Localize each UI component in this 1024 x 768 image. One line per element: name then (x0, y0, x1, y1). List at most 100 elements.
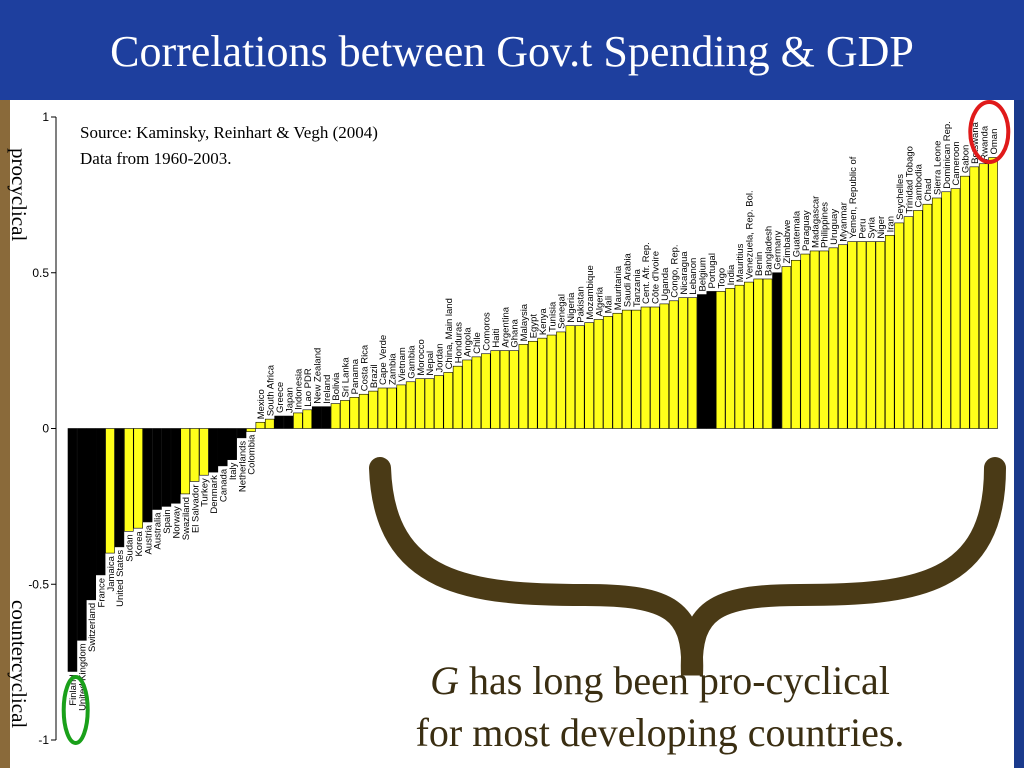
bar-19 (246, 428, 256, 432)
bar-17 (227, 428, 237, 460)
bar-45 (490, 350, 500, 429)
country-label-75: Germany (773, 230, 784, 269)
country-label-91: Chad (923, 179, 934, 202)
bar-92 (931, 197, 942, 429)
bar-55 (584, 322, 594, 429)
bar-52 (556, 331, 566, 429)
country-label-0: Finland (68, 674, 79, 705)
country-label-38: Nepal (425, 351, 436, 376)
bar-78 (800, 253, 810, 429)
bar-85 (866, 241, 876, 429)
bar-48 (518, 344, 529, 429)
country-label-17: Italy (228, 462, 239, 480)
country-label-31: Costa Rica (359, 344, 370, 391)
country-label-66: Lebanon (688, 258, 699, 295)
bar-96 (969, 166, 980, 429)
bar-89 (903, 216, 914, 429)
bar-4 (105, 428, 115, 554)
country-label-54: Pakistan (575, 286, 586, 322)
slide-title: Correlations between Gov.t Spending & GD… (110, 27, 914, 76)
source-line-1: Source: Kaminsky, Reinhart & Vegh (2004) (80, 123, 378, 142)
bar-12 (180, 428, 190, 495)
source-note: Source: Kaminsky, Reinhart & Vegh (2004)… (80, 120, 378, 172)
bar-90 (913, 210, 923, 429)
bar-72 (744, 281, 754, 429)
country-label-14: Turkey (200, 478, 211, 507)
country-label-95: Gabon (961, 145, 972, 174)
bar-36 (405, 381, 416, 429)
bar-5 (114, 428, 125, 548)
bar-95 (960, 175, 970, 429)
country-label-45: Haiti (491, 329, 502, 348)
y-tick-label-3: -0.5 (28, 577, 49, 591)
country-label-64: Congo, Rep. (669, 244, 680, 297)
country-label-61: Cent. Afr. Rep. (641, 242, 652, 304)
country-label-34: Zambia (388, 353, 399, 385)
country-label-74: Bangladesh (763, 226, 774, 276)
country-label-53: Nigeria (566, 292, 577, 323)
bar-34 (387, 387, 397, 429)
country-label-63: Uganda (660, 267, 671, 301)
bar-71 (734, 284, 745, 429)
country-label-29: Sri Lanka (341, 357, 352, 398)
country-label-27: Ireland (322, 375, 333, 404)
country-label-10: Spain (162, 509, 173, 533)
country-label-97: Rwanda (979, 125, 990, 161)
bar-74 (762, 278, 773, 429)
curly-brace (369, 457, 1006, 676)
bar-50 (537, 337, 547, 429)
bar-9 (152, 428, 162, 510)
country-label-46: Argentina (500, 306, 511, 347)
bar-84 (856, 241, 867, 429)
bar-51 (546, 334, 557, 429)
country-label-21: South Africa (265, 364, 276, 416)
bar-67 (697, 294, 707, 429)
procyclical-label: procyclical (7, 148, 31, 242)
country-label-2: Switzerland (87, 603, 98, 652)
country-label-15: Denmark (209, 475, 220, 514)
bar-76 (781, 266, 792, 429)
bar-69 (715, 291, 726, 429)
bar-93 (941, 191, 951, 429)
bar-33 (377, 387, 388, 429)
bar-46 (499, 350, 510, 429)
y-tick-label-4: -1 (38, 733, 49, 747)
country-label-86: Niger (876, 216, 887, 239)
bar-1 (77, 428, 87, 641)
bar-44 (481, 353, 491, 429)
bar-40 (443, 372, 453, 429)
conclusion-line-1: G has long been pro-cyclical (340, 655, 980, 707)
right-decor-strip (1014, 100, 1024, 768)
country-label-81: Uruguay (829, 209, 840, 245)
bar-3 (95, 428, 106, 576)
bar-70 (725, 288, 735, 429)
country-label-36: Gambia (406, 345, 417, 379)
country-label-58: Mauritania (613, 265, 624, 310)
bar-57 (603, 316, 613, 429)
country-label-52: Senegal (557, 294, 568, 329)
country-label-68: Portugal (707, 253, 718, 288)
country-label-71: Mauritius (735, 243, 746, 282)
country-label-55: Mozambique (585, 265, 596, 319)
g-symbol: G (430, 658, 459, 703)
country-label-60: Tanzania (632, 268, 643, 307)
bar-54 (574, 325, 585, 429)
bar-56 (593, 319, 604, 429)
bar-29 (340, 400, 350, 429)
bar-77 (791, 259, 801, 429)
country-label-44: Comoros (482, 312, 493, 351)
country-label-32: Brazil (369, 364, 380, 388)
bar-6 (124, 428, 134, 532)
bar-2 (86, 428, 97, 601)
country-label-57: Mali (604, 296, 615, 313)
country-label-47: Ghana (510, 318, 521, 347)
bar-75 (772, 272, 782, 429)
bar-47 (509, 350, 519, 429)
country-label-79: Madagascar (810, 196, 821, 248)
y-tick-label-0: 1 (42, 110, 49, 124)
country-label-30: Panama (350, 358, 361, 394)
bar-30 (349, 397, 360, 429)
country-label-23: Japan (284, 387, 295, 413)
country-label-50: Kenya (538, 308, 549, 336)
